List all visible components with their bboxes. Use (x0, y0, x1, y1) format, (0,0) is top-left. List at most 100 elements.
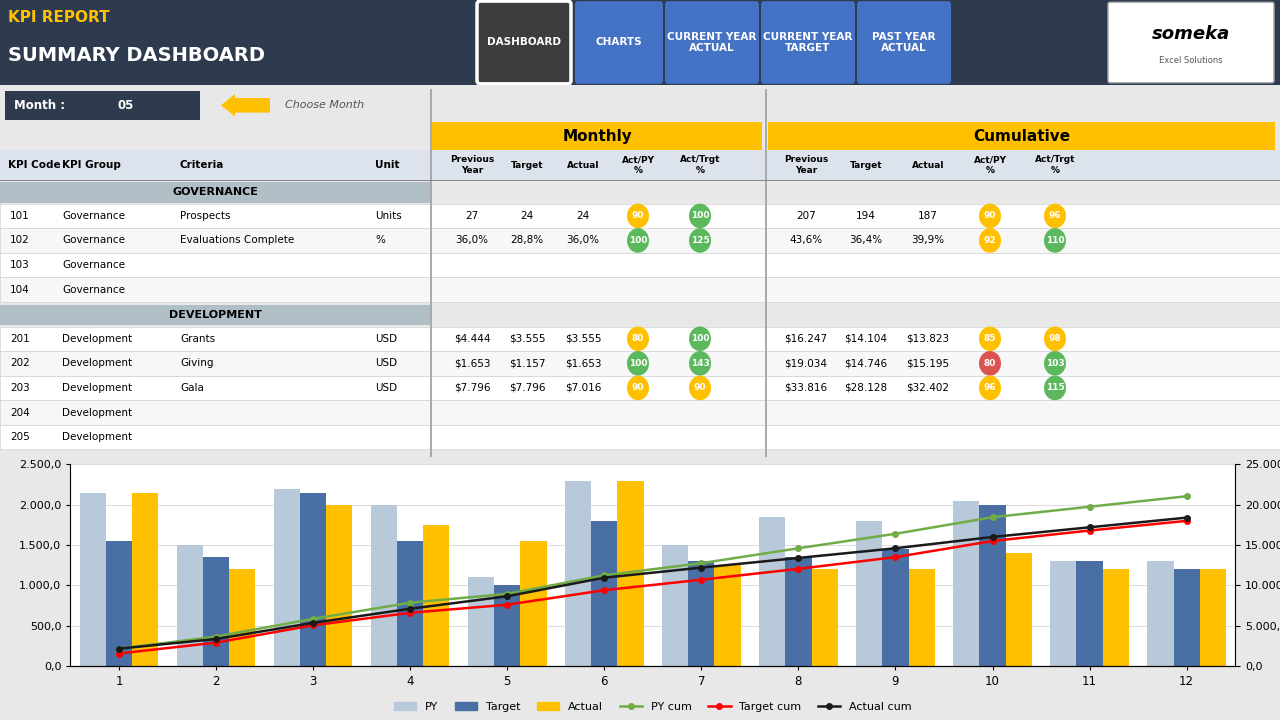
Circle shape (1044, 376, 1066, 400)
Bar (591, 521, 617, 666)
Text: $32.402: $32.402 (906, 383, 950, 393)
Text: 104: 104 (10, 284, 29, 294)
Bar (882, 549, 909, 666)
Actual cum (1179, 513, 1194, 522)
Text: 204: 204 (10, 408, 29, 418)
Bar (0, 400, 1280, 425)
Text: 90: 90 (632, 212, 644, 220)
Text: 27: 27 (466, 211, 479, 221)
Text: Unit: Unit (375, 160, 399, 170)
FancyBboxPatch shape (666, 1, 759, 84)
Target cum (402, 608, 417, 617)
Bar (856, 521, 882, 666)
Text: Previous
Year: Previous Year (449, 156, 494, 175)
Bar (132, 492, 159, 666)
Bar (424, 525, 449, 666)
PY cum (596, 571, 612, 580)
Text: Target: Target (511, 161, 543, 170)
Bar (274, 489, 300, 666)
FancyBboxPatch shape (762, 1, 855, 84)
Circle shape (689, 326, 710, 351)
Text: Giving: Giving (180, 359, 214, 369)
Actual cum (596, 573, 612, 582)
Circle shape (1044, 351, 1066, 376)
Circle shape (1044, 228, 1066, 253)
Text: 36,0%: 36,0% (456, 235, 489, 246)
FancyBboxPatch shape (858, 1, 951, 84)
Text: Development: Development (61, 334, 132, 343)
Circle shape (689, 228, 710, 253)
Circle shape (689, 204, 710, 228)
Circle shape (979, 376, 1001, 400)
Text: Excel Solutions: Excel Solutions (1160, 56, 1222, 65)
Circle shape (1044, 204, 1066, 228)
PY cum (499, 590, 515, 598)
Text: 201: 201 (10, 334, 29, 343)
Text: $14.104: $14.104 (845, 334, 887, 343)
Bar (0, 253, 1280, 277)
Text: $19.034: $19.034 (785, 359, 827, 369)
Text: $14.746: $14.746 (845, 359, 887, 369)
Bar (1006, 553, 1032, 666)
Circle shape (627, 326, 649, 351)
Text: 36,0%: 36,0% (567, 235, 599, 246)
Bar (979, 505, 1006, 666)
Text: Governance: Governance (61, 235, 125, 246)
Text: CHARTS: CHARTS (595, 37, 643, 48)
Text: 115: 115 (1046, 384, 1065, 392)
Text: Act/PY
%: Act/PY % (622, 156, 654, 175)
Text: 103: 103 (1046, 359, 1064, 368)
Text: CURRENT YEAR
TARGET: CURRENT YEAR TARGET (763, 32, 852, 53)
Actual cum (791, 554, 806, 562)
Circle shape (627, 204, 649, 228)
Text: $7.016: $7.016 (564, 383, 602, 393)
Text: Criteria: Criteria (180, 160, 224, 170)
Text: 90: 90 (984, 212, 996, 220)
Bar (520, 541, 547, 666)
Circle shape (627, 351, 649, 376)
Text: $1.653: $1.653 (564, 359, 602, 369)
Text: 101: 101 (10, 211, 29, 221)
Text: Target: Target (850, 161, 882, 170)
Bar (494, 585, 520, 666)
Bar (909, 570, 934, 666)
Bar (79, 492, 106, 666)
Target cum (984, 536, 1000, 545)
Bar (689, 561, 714, 666)
Text: KPI REPORT: KPI REPORT (8, 10, 110, 25)
Text: Prospects: Prospects (180, 211, 230, 221)
Bar (177, 545, 204, 666)
Text: GOVERNANCE: GOVERNANCE (172, 187, 259, 197)
Text: $7.796: $7.796 (508, 383, 545, 393)
Text: $13.823: $13.823 (906, 334, 950, 343)
Bar (0, 351, 1280, 376)
Text: 207: 207 (796, 211, 815, 221)
Text: Governance: Governance (61, 284, 125, 294)
Bar (397, 541, 424, 666)
Actual cum (209, 634, 224, 643)
Bar (0, 179, 1280, 181)
Bar (326, 505, 352, 666)
Text: Act/Trgt
%: Act/Trgt % (680, 156, 721, 175)
Circle shape (979, 228, 1001, 253)
Text: 205: 205 (10, 432, 29, 442)
Circle shape (627, 376, 649, 400)
PY cum (791, 544, 806, 552)
Text: Actual: Actual (567, 161, 599, 170)
PY cum (984, 513, 1000, 521)
Text: Cumulative: Cumulative (973, 129, 1070, 143)
Text: Gala: Gala (180, 383, 204, 393)
Text: Units: Units (375, 211, 402, 221)
PY cum (1082, 503, 1097, 511)
Text: 90: 90 (694, 384, 707, 392)
Bar (430, 89, 433, 457)
Target cum (791, 564, 806, 573)
Bar (1174, 570, 1199, 666)
Target cum (111, 649, 127, 658)
Text: Previous
Year: Previous Year (783, 156, 828, 175)
Bar (1147, 561, 1174, 666)
Bar (0, 182, 430, 202)
Bar (204, 557, 229, 666)
Text: Governance: Governance (61, 260, 125, 270)
Text: Development: Development (61, 383, 132, 393)
